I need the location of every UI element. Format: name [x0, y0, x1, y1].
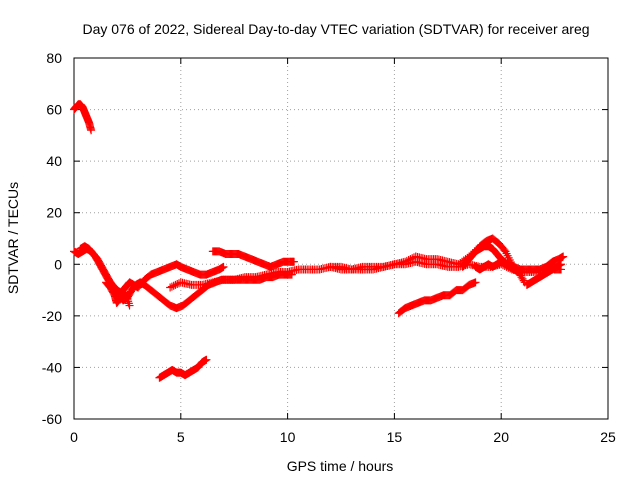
x-tick-label: 10	[280, 429, 296, 445]
y-tick-label: 80	[46, 50, 62, 66]
y-tick-label: 40	[46, 153, 62, 169]
series-arc-5	[155, 355, 211, 382]
data-point	[514, 268, 523, 277]
y-tick-label: -40	[42, 359, 62, 375]
series-arc-12	[522, 260, 566, 289]
y-tick-labels: -60 -40 -20 0 20 40 60 80	[42, 50, 62, 427]
data-point	[290, 257, 299, 266]
data-point	[401, 257, 410, 266]
chart-title: Day 076 of 2022, Sidereal Day-to-day VTE…	[82, 21, 589, 37]
x-axis-label: GPS time / hours	[287, 458, 394, 474]
plot-frame	[73, 57, 609, 420]
series-arc-4	[102, 278, 134, 310]
x-tick-label: 15	[387, 429, 403, 445]
data-point	[125, 301, 134, 310]
data-point	[471, 278, 480, 287]
y-tick-label: 0	[54, 256, 62, 272]
data-point	[406, 255, 415, 264]
data-points	[70, 100, 568, 382]
data-point	[219, 262, 228, 271]
axis-ticks	[73, 57, 609, 420]
data-point	[202, 355, 211, 364]
data-point	[87, 126, 96, 135]
x-tick-label: 0	[70, 429, 78, 445]
grid-lines	[74, 58, 608, 419]
y-tick-label: -60	[42, 411, 62, 427]
series-arc-9	[394, 278, 480, 318]
x-tick-label: 25	[600, 429, 616, 445]
data-point	[171, 280, 180, 289]
series-arc-11	[471, 257, 523, 277]
series-arc-1	[70, 100, 96, 135]
data-point	[559, 252, 568, 261]
data-point	[402, 256, 411, 265]
data-point	[173, 280, 182, 289]
y-tick-label: 60	[46, 102, 62, 118]
data-point	[408, 254, 417, 263]
data-point	[404, 255, 413, 264]
x-tick-labels: 0 5 10 15 20 25	[70, 429, 616, 445]
data-point	[166, 283, 175, 292]
data-point	[557, 260, 566, 269]
y-axis-label: SDTVAR / TECUs	[5, 182, 21, 294]
x-tick-label: 5	[177, 429, 185, 445]
data-point	[519, 276, 528, 285]
series-arc-6	[208, 247, 299, 271]
y-tick-label: 20	[46, 205, 62, 221]
y-tick-label: -20	[42, 308, 62, 324]
data-point	[167, 282, 176, 291]
x-tick-label: 20	[493, 429, 509, 445]
data-point	[169, 281, 178, 290]
